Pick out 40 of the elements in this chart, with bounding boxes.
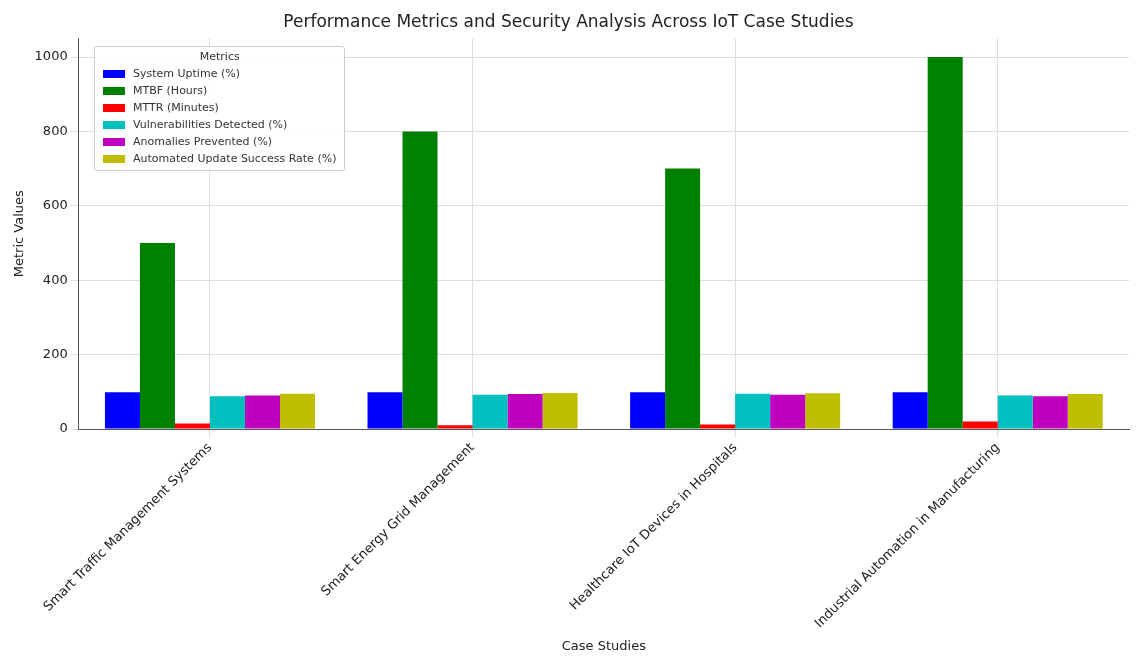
bar bbox=[665, 168, 701, 429]
bar bbox=[139, 243, 175, 429]
bar bbox=[437, 425, 473, 429]
bar bbox=[700, 424, 736, 429]
chart-title: Performance Metrics and Security Analysis Across IoT Case Studies bbox=[283, 10, 854, 31]
bar bbox=[892, 392, 928, 429]
y-tick-label: 800 bbox=[42, 122, 68, 138]
bar bbox=[367, 392, 403, 429]
bar bbox=[1032, 396, 1068, 429]
bar bbox=[805, 393, 841, 429]
x-axis-title: Case Studies bbox=[561, 637, 647, 653]
bar bbox=[1067, 394, 1103, 429]
y-tick-label: 200 bbox=[42, 345, 68, 361]
bar bbox=[209, 396, 245, 429]
y-tick-label: 400 bbox=[42, 271, 68, 287]
bar bbox=[507, 394, 543, 429]
bar bbox=[630, 392, 666, 429]
bar bbox=[280, 393, 316, 429]
legend-label: System Uptime (%) bbox=[133, 66, 240, 82]
bar bbox=[962, 421, 998, 429]
y-tick-label: 600 bbox=[42, 197, 68, 213]
legend-label: MTTR (Minutes) bbox=[133, 100, 219, 116]
legend-label: Vulnerabilities Detected (%) bbox=[133, 117, 288, 133]
legend-title: Metrics bbox=[198, 50, 241, 63]
bar bbox=[472, 394, 508, 429]
legend-label: Anomalies Prevented (%) bbox=[133, 134, 273, 150]
legend-label: MTBF (Hours) bbox=[133, 83, 208, 99]
y-axis-title: Metric Values bbox=[11, 189, 27, 278]
y-tick-label: 1000 bbox=[34, 48, 68, 64]
bar bbox=[997, 395, 1033, 429]
legend-label: Automated Update Success Rate (%) bbox=[133, 151, 337, 167]
bar bbox=[104, 392, 140, 429]
bar bbox=[735, 393, 771, 429]
bar bbox=[402, 131, 438, 429]
bar bbox=[542, 392, 578, 429]
bar bbox=[927, 57, 963, 429]
bar bbox=[174, 423, 210, 429]
bar bbox=[770, 394, 806, 429]
y-tick-label: 0 bbox=[59, 420, 68, 436]
bar bbox=[244, 395, 280, 429]
